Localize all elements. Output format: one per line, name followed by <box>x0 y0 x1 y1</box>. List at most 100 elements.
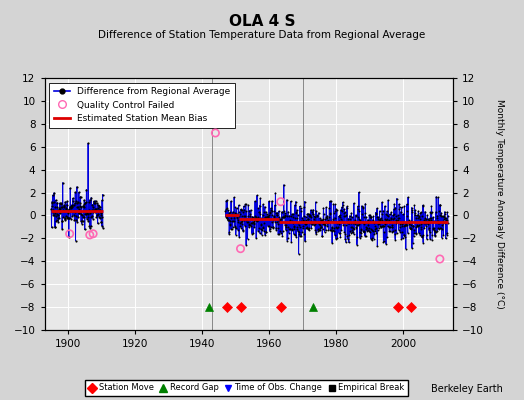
Point <box>323 212 331 219</box>
Point <box>295 222 303 228</box>
Point <box>359 228 367 234</box>
Point <box>274 231 282 238</box>
Point <box>372 211 380 217</box>
Point <box>340 206 348 212</box>
Point <box>325 205 333 211</box>
Point <box>64 207 72 214</box>
Point <box>293 212 302 218</box>
Point <box>380 222 388 229</box>
Point <box>432 214 441 221</box>
Point <box>77 204 85 210</box>
Point <box>90 208 99 214</box>
Point <box>270 214 278 220</box>
Point <box>222 206 230 212</box>
Point <box>385 217 393 223</box>
Point <box>54 207 63 213</box>
Point <box>314 218 322 225</box>
Point <box>239 228 247 234</box>
Point <box>283 212 292 219</box>
Point <box>405 219 413 226</box>
Point <box>85 208 93 215</box>
Point <box>303 225 311 231</box>
Point <box>388 229 396 235</box>
Point <box>50 190 58 196</box>
Point <box>333 225 342 231</box>
Point <box>283 235 292 241</box>
Point <box>264 223 272 229</box>
Point <box>429 219 437 225</box>
Point <box>343 203 352 210</box>
Point <box>435 256 444 262</box>
Point <box>406 224 414 231</box>
Point <box>84 217 93 224</box>
Point <box>313 219 322 226</box>
Point <box>263 229 271 236</box>
Point <box>252 235 260 241</box>
Point <box>62 213 70 220</box>
Point <box>92 206 101 212</box>
Point <box>327 227 335 233</box>
Point <box>344 220 352 226</box>
Point <box>379 223 387 230</box>
Point <box>443 232 451 238</box>
Point <box>429 226 438 232</box>
Point <box>77 194 85 200</box>
Point <box>322 214 330 220</box>
Point <box>88 214 96 220</box>
Point <box>267 207 276 213</box>
Point <box>259 201 267 208</box>
Point <box>326 198 334 204</box>
Point <box>272 227 280 233</box>
Point <box>225 231 233 237</box>
Point <box>342 239 350 245</box>
Point <box>266 210 274 216</box>
Point <box>402 212 411 219</box>
Point <box>361 232 369 239</box>
Point <box>289 231 298 237</box>
Point <box>398 229 407 235</box>
Point <box>58 218 66 225</box>
Point <box>341 231 350 237</box>
Point <box>287 239 296 245</box>
Point <box>417 226 425 232</box>
Point <box>279 214 288 220</box>
Point <box>393 218 401 224</box>
Point <box>97 222 106 229</box>
Point <box>389 211 398 217</box>
Point <box>370 219 379 225</box>
Point <box>409 233 418 239</box>
Point <box>365 225 373 231</box>
Point <box>397 236 406 242</box>
Point <box>75 210 83 216</box>
Point <box>356 217 365 224</box>
Point <box>436 212 444 219</box>
Point <box>276 218 285 224</box>
Point <box>417 209 425 215</box>
Point <box>70 208 78 214</box>
Point <box>384 197 392 204</box>
Point <box>330 210 338 216</box>
Point <box>343 218 351 225</box>
Point <box>437 213 445 219</box>
Point <box>373 214 381 220</box>
Point <box>59 204 68 210</box>
Point <box>281 213 289 219</box>
Point <box>226 222 234 228</box>
Point <box>236 223 244 229</box>
Point <box>89 207 97 213</box>
Point <box>412 212 421 218</box>
Point <box>278 209 286 215</box>
Point <box>393 218 401 224</box>
Point <box>85 197 94 203</box>
Point <box>94 211 102 218</box>
Point <box>233 210 241 217</box>
Point <box>256 195 265 201</box>
Point <box>326 226 334 233</box>
Point <box>53 204 62 210</box>
Point <box>300 204 308 210</box>
Point <box>396 224 404 230</box>
Point <box>356 228 364 235</box>
Point <box>92 207 100 213</box>
Point <box>403 222 412 228</box>
Point <box>235 209 243 215</box>
